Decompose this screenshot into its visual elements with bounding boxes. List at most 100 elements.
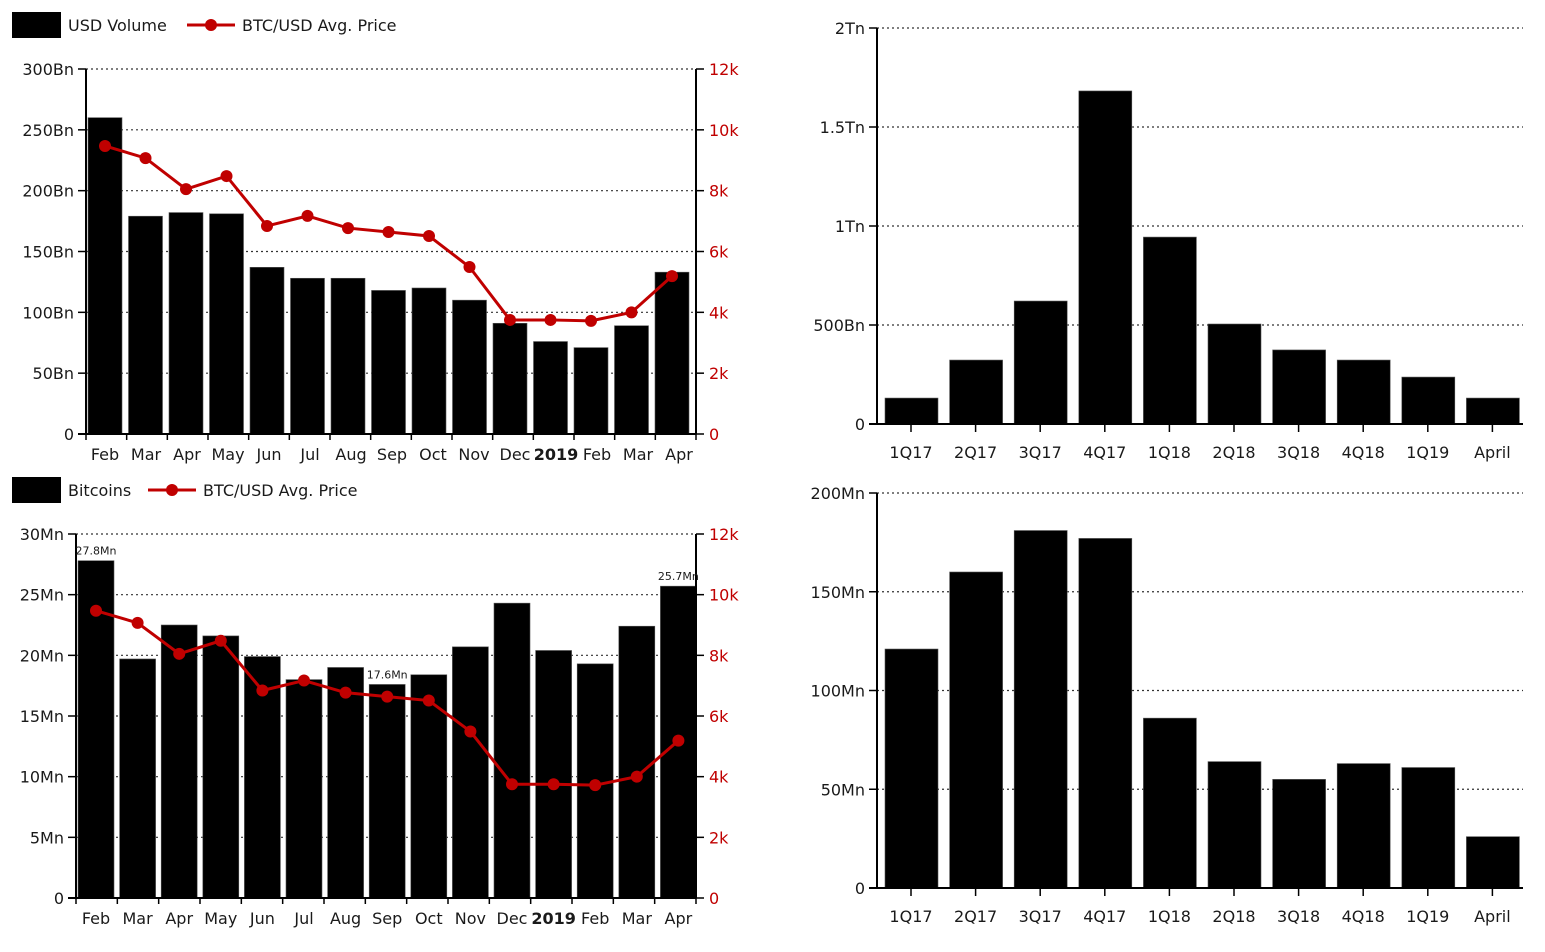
price-point <box>301 209 314 222</box>
bar <box>573 347 609 435</box>
bar <box>1466 836 1520 889</box>
bar <box>614 325 649 435</box>
y-tick-label-right: 4k <box>709 768 729 787</box>
x-year-label: 2019 <box>531 909 576 928</box>
y-tick-label: 1.5Tn <box>820 118 865 137</box>
x-tick-label: Feb <box>583 445 611 464</box>
x-tick-label: Oct <box>419 445 447 464</box>
y-tick-label-right: 2k <box>709 364 729 383</box>
y-tick-label-right: 0 <box>709 425 719 444</box>
x-tick-label: Apr <box>665 909 693 928</box>
legend-label: BTC/USD Avg. Price <box>203 481 357 500</box>
price-point <box>544 313 557 326</box>
bar <box>492 322 528 435</box>
bar <box>1336 359 1391 425</box>
bar <box>1272 349 1326 425</box>
x-tick-label: Sep <box>377 445 407 464</box>
x-tick-label: April <box>1474 907 1511 926</box>
x-tick-label: Mar <box>622 909 653 928</box>
bar <box>330 277 366 435</box>
x-tick-label: Apr <box>165 909 193 928</box>
x-tick-label: Jul <box>299 445 319 464</box>
y-tick-label: 0 <box>64 425 74 444</box>
x-year-label: 2019 <box>534 445 579 464</box>
x-tick-label: 1Q18 <box>1148 443 1191 462</box>
price-point <box>585 314 597 327</box>
bar <box>1207 761 1262 889</box>
x-tick-label: Nov <box>458 445 489 464</box>
price-point <box>547 778 560 791</box>
y-tick-label: 10Mn <box>20 768 64 787</box>
chart-usd-volume-monthly: 0 50Bn 100Bn 150Bn 200Bn 250Bn 300Bn Feb Mar Apr M… <box>12 12 739 464</box>
bar <box>533 341 568 435</box>
bar <box>371 290 406 435</box>
x-tick-label: Dec <box>497 909 528 928</box>
x-tick-label: 4Q18 <box>1342 443 1385 462</box>
x-tick-label: May <box>211 445 244 464</box>
x-tick-label: 2Q17 <box>954 907 997 926</box>
y-tick-label: 1Tn <box>835 217 865 236</box>
x-tick-label: Mar <box>131 445 162 464</box>
price-point <box>173 647 186 660</box>
x-tick-label: Aug <box>335 445 366 464</box>
bar <box>1013 300 1068 425</box>
y-tick-label: 2Tn <box>835 19 865 38</box>
x-tick-label: Feb <box>82 909 110 928</box>
price-point <box>381 690 394 703</box>
price-point <box>463 261 476 274</box>
bar <box>410 674 448 899</box>
price-point <box>423 229 435 242</box>
price-point <box>180 183 192 196</box>
y-tick-label: 200Mn <box>811 484 865 503</box>
price-point <box>506 778 518 791</box>
x-tick-label: Mar <box>123 909 154 928</box>
bar <box>949 359 1003 425</box>
bar <box>1207 323 1262 425</box>
chart-bitcoins-monthly: 0 5Mn 10Mn 15Mn 20Mn 25Mn 30Mn Feb Mar Apr May Jun J… <box>12 477 739 928</box>
chart-bitcoins-quarterly: 0 50Mn 100Mn 150Mn 200Mn 1Q17 2Q17 3Q17 4Q17 1Q18… <box>811 484 1523 926</box>
bar <box>452 646 489 899</box>
x-tick-label: Jul <box>293 909 313 928</box>
y-tick-label: 5Mn <box>30 828 64 847</box>
x-tick-label: 4Q17 <box>1083 907 1126 926</box>
y-tick-label: 100Mn <box>811 682 865 701</box>
y-tick-label: 15Mn <box>20 707 64 726</box>
y-tick-label-right: 10k <box>709 121 739 140</box>
x-tick-label: 3Q18 <box>1277 443 1320 462</box>
x-tick-label: Sep <box>372 909 402 928</box>
bar <box>1272 779 1326 889</box>
y-tick-label-right: 6k <box>709 707 729 726</box>
data-label: 25.7Mn <box>658 570 699 583</box>
y-tick-label-right: 8k <box>709 646 729 665</box>
y-tick-label: 50Mn <box>821 780 865 799</box>
price-point <box>131 616 144 629</box>
y-tick-label: 500Bn <box>813 316 865 335</box>
bar <box>949 571 1003 889</box>
x-tick-label: Apr <box>173 445 201 464</box>
price-point <box>422 694 435 707</box>
bar <box>1401 376 1456 425</box>
x-tick-label: Apr <box>665 445 693 464</box>
y-tick-label: 50Bn <box>33 364 74 383</box>
x-tick-label: 1Q19 <box>1406 907 1449 926</box>
price-point <box>625 306 638 319</box>
bar <box>128 215 163 435</box>
x-tick-label: Feb <box>91 445 119 464</box>
bar <box>119 658 156 899</box>
x-tick-label: 1Q18 <box>1148 907 1191 926</box>
bar <box>535 650 572 899</box>
x-tick-label: Dec <box>500 445 531 464</box>
x-tick-label: Jun <box>256 445 282 464</box>
bar <box>411 287 447 435</box>
price-point <box>261 219 273 232</box>
x-tick-label: May <box>204 909 237 928</box>
y-tick-label: 100Bn <box>22 303 74 322</box>
x-tick-label: 1Q19 <box>1406 443 1449 462</box>
bar <box>249 267 285 435</box>
price-point <box>630 770 643 783</box>
price-point <box>298 674 310 687</box>
price-point <box>256 684 269 697</box>
bar <box>168 212 204 435</box>
bar <box>618 625 656 899</box>
y-tick-label: 250Bn <box>22 121 74 140</box>
